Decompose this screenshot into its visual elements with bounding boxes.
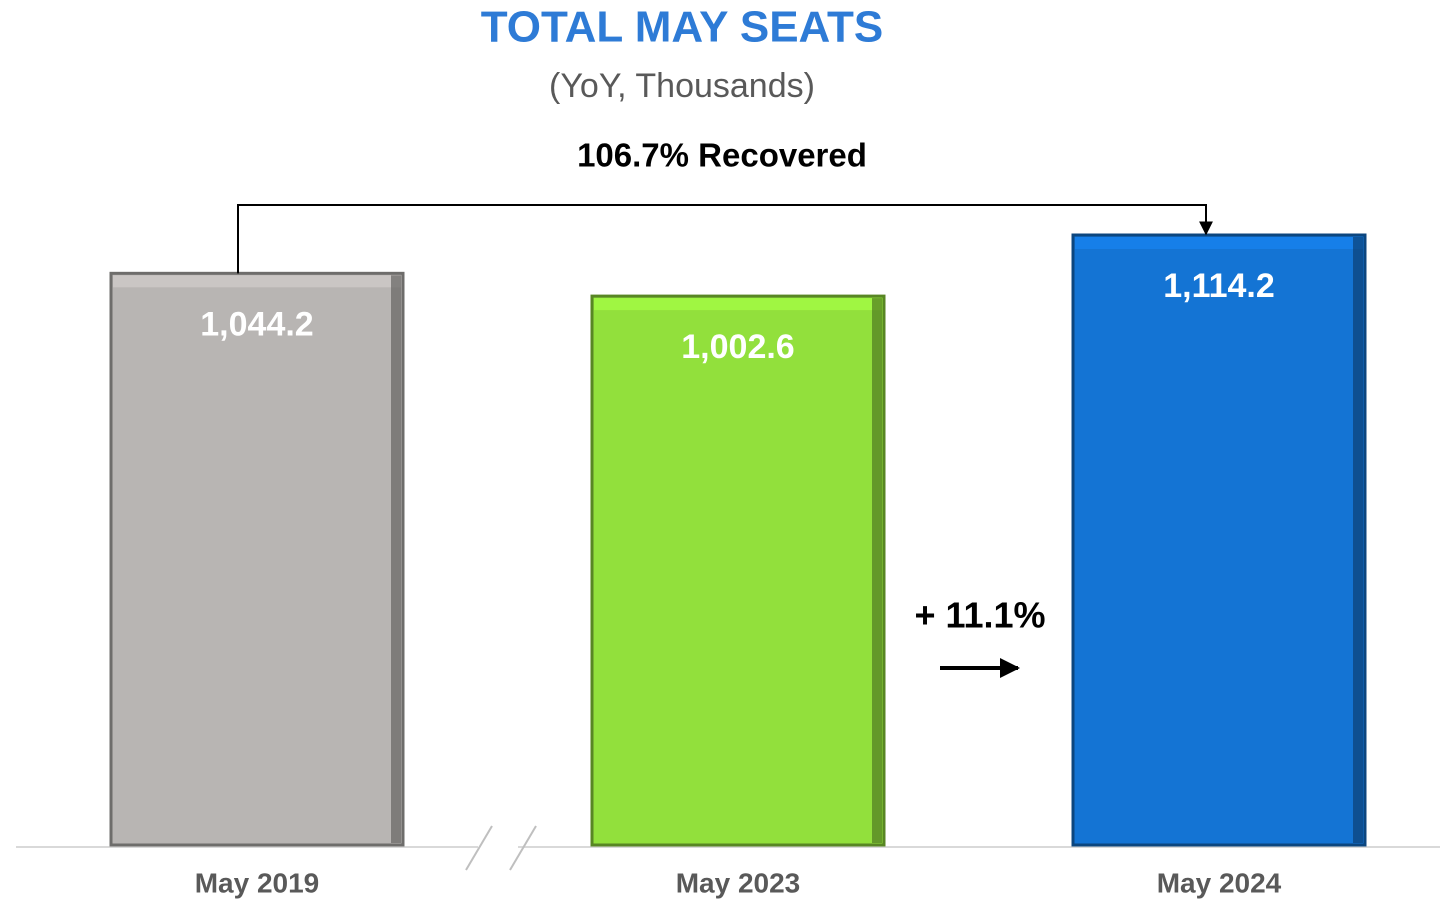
value-label: 1,044.2 bbox=[200, 305, 313, 343]
axis-break bbox=[509, 825, 537, 871]
bar bbox=[1071, 233, 1367, 847]
bar-bevel bbox=[872, 298, 882, 844]
bar-bevel bbox=[594, 298, 882, 311]
bar-bevel bbox=[1075, 237, 1363, 249]
bar bbox=[590, 294, 886, 847]
bar-bevel bbox=[391, 275, 401, 843]
bar-bevel bbox=[1353, 237, 1363, 843]
value-label: 1,002.6 bbox=[681, 328, 794, 366]
bar bbox=[109, 271, 405, 847]
bar-bevel bbox=[113, 275, 401, 288]
annotation: + 11.1% bbox=[914, 595, 1045, 636]
x-tick-label: May 2023 bbox=[676, 867, 801, 898]
chart-subtitle: (YoY, Thousands) bbox=[549, 67, 815, 105]
value-label: 1,114.2 bbox=[1163, 267, 1275, 305]
axis-break bbox=[465, 825, 493, 871]
annotation: 106.7% Recovered bbox=[577, 137, 867, 174]
axis-break-gap bbox=[478, 825, 518, 869]
chart-title: TOTAL MAY SEATS bbox=[481, 3, 884, 52]
recovery-bracket bbox=[237, 204, 1213, 274]
x-tick-label: May 2024 bbox=[1157, 867, 1282, 898]
x-tick-label: May 2019 bbox=[195, 867, 320, 898]
